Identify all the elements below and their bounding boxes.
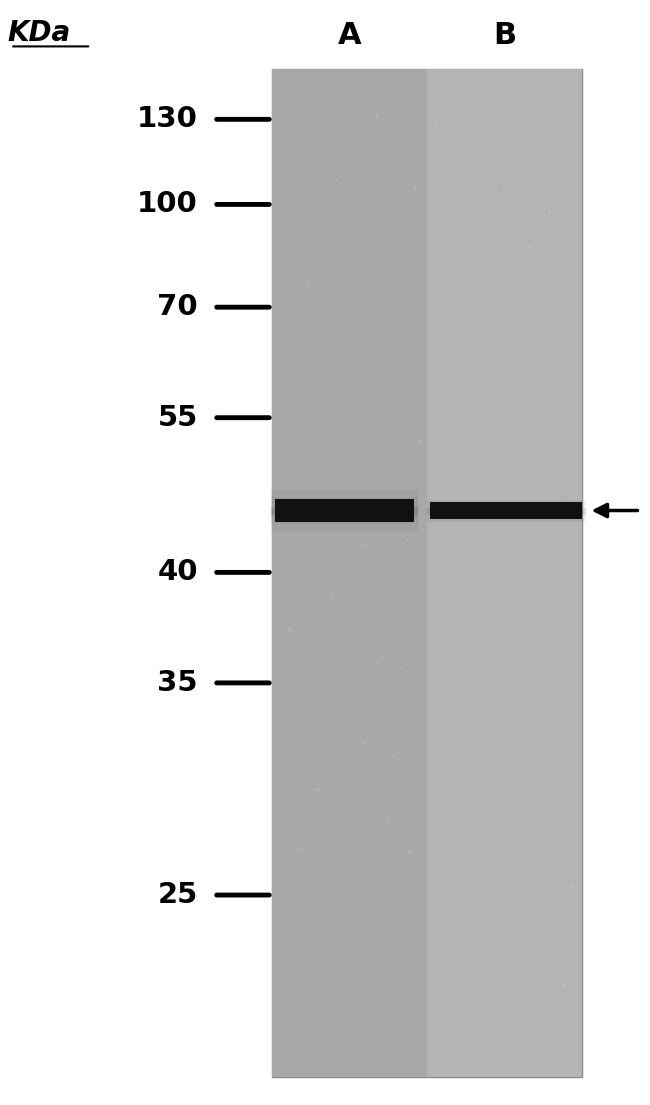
Bar bbox=[272, 69, 427, 1077]
Text: 35: 35 bbox=[157, 669, 198, 697]
Text: 25: 25 bbox=[157, 881, 198, 909]
Text: A: A bbox=[338, 21, 361, 50]
Text: KDa: KDa bbox=[8, 19, 71, 48]
Text: 55: 55 bbox=[157, 403, 198, 432]
Bar bbox=[430, 502, 582, 519]
Bar bbox=[427, 69, 582, 1077]
Bar bbox=[275, 499, 414, 522]
Text: 100: 100 bbox=[137, 190, 198, 219]
Text: 40: 40 bbox=[157, 558, 198, 587]
Text: 70: 70 bbox=[157, 293, 198, 322]
Text: 130: 130 bbox=[137, 105, 198, 134]
Bar bbox=[272, 69, 582, 1077]
Text: B: B bbox=[493, 21, 516, 50]
